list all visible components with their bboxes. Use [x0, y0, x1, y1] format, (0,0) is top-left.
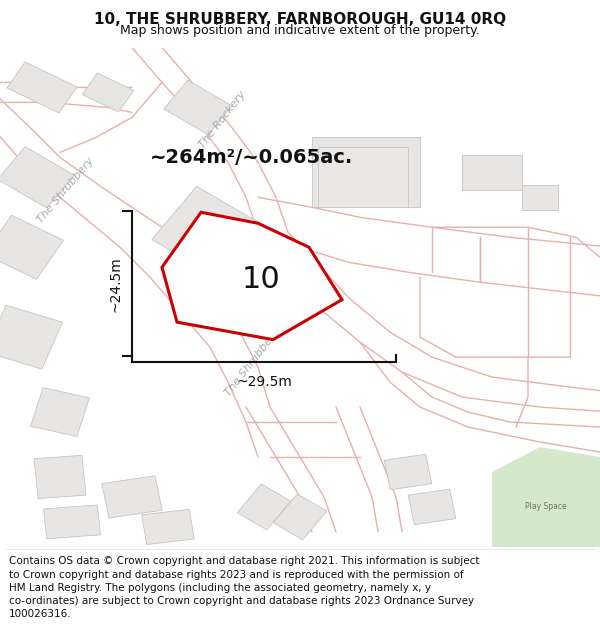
- Polygon shape: [7, 62, 77, 113]
- Text: 10, THE SHRUBBERY, FARNBOROUGH, GU14 0RQ: 10, THE SHRUBBERY, FARNBOROUGH, GU14 0RQ: [94, 12, 506, 27]
- Polygon shape: [0, 147, 74, 208]
- Text: 10: 10: [242, 265, 280, 294]
- Polygon shape: [237, 484, 291, 530]
- Text: co-ordinates) are subject to Crown copyright and database rights 2023 Ordnance S: co-ordinates) are subject to Crown copyr…: [9, 596, 474, 606]
- Polygon shape: [162, 213, 342, 339]
- Text: ~264m²/~0.065ac.: ~264m²/~0.065ac.: [151, 148, 353, 167]
- Polygon shape: [34, 456, 86, 499]
- Polygon shape: [462, 155, 522, 190]
- Polygon shape: [0, 305, 62, 369]
- Polygon shape: [152, 186, 280, 288]
- Polygon shape: [312, 138, 420, 208]
- Polygon shape: [31, 388, 89, 436]
- Text: to Crown copyright and database rights 2023 and is reproduced with the permissio: to Crown copyright and database rights 2…: [9, 569, 464, 579]
- Text: 100026316.: 100026316.: [9, 609, 71, 619]
- Polygon shape: [318, 148, 408, 208]
- Text: Map shows position and indicative extent of the property.: Map shows position and indicative extent…: [120, 24, 480, 37]
- Text: The Shrubbery: The Shrubbery: [36, 155, 96, 224]
- Text: ~29.5m: ~29.5m: [236, 374, 292, 389]
- Polygon shape: [164, 80, 232, 134]
- Polygon shape: [492, 447, 600, 547]
- Polygon shape: [44, 505, 100, 539]
- Polygon shape: [522, 185, 558, 210]
- Text: Play Space: Play Space: [525, 503, 567, 511]
- Polygon shape: [82, 73, 134, 112]
- Text: ~24.5m: ~24.5m: [109, 256, 123, 312]
- Text: HM Land Registry. The polygons (including the associated geometry, namely x, y: HM Land Registry. The polygons (includin…: [9, 582, 431, 592]
- Polygon shape: [102, 476, 162, 518]
- Text: The Rockery: The Rockery: [197, 89, 247, 151]
- Polygon shape: [384, 454, 432, 490]
- Polygon shape: [0, 215, 64, 279]
- Polygon shape: [142, 509, 194, 544]
- Polygon shape: [273, 494, 327, 540]
- Polygon shape: [408, 489, 456, 525]
- Text: Contains OS data © Crown copyright and database right 2021. This information is : Contains OS data © Crown copyright and d…: [9, 556, 479, 566]
- Text: The Shrubbery: The Shrubbery: [223, 327, 281, 398]
